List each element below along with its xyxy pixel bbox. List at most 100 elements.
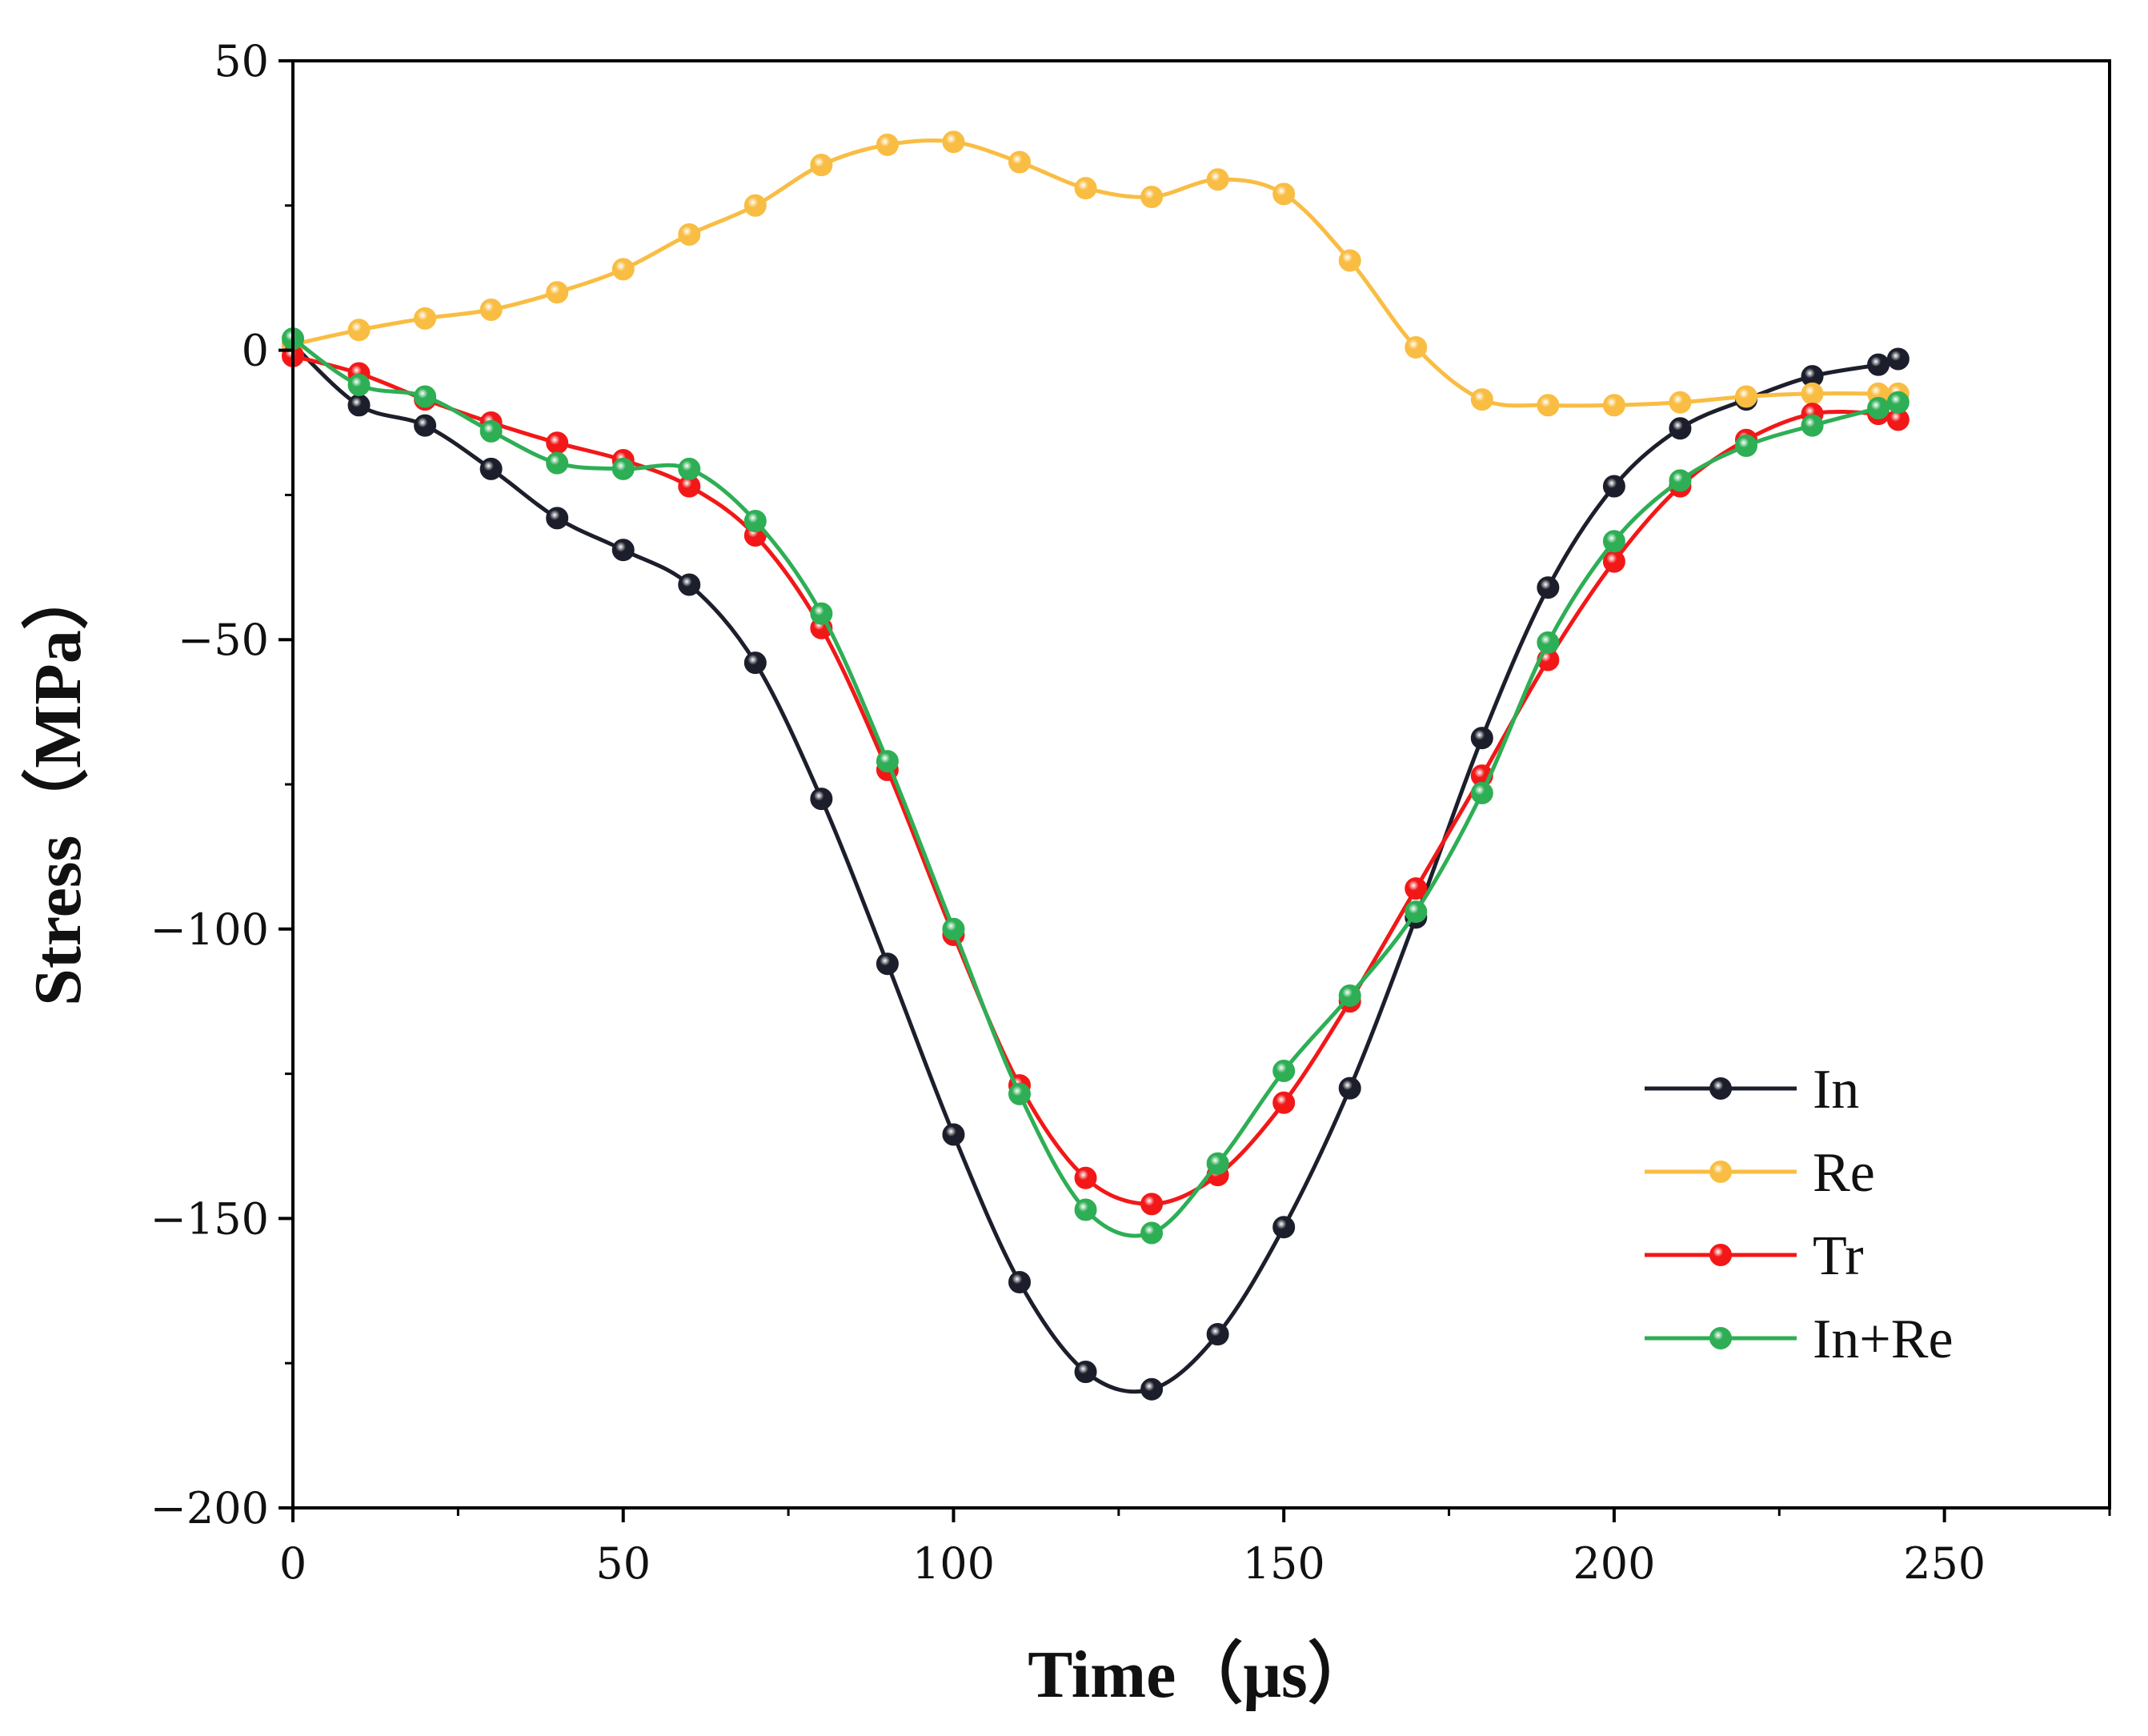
data-point-in bbox=[942, 1123, 965, 1146]
legend-label: In+Re bbox=[1813, 1309, 1954, 1370]
data-point-in-re bbox=[1074, 1198, 1097, 1221]
data-point-in bbox=[1008, 1270, 1031, 1293]
data-point-re bbox=[810, 154, 833, 177]
data-point-in bbox=[414, 414, 437, 437]
legend-item-tr: Tr bbox=[1645, 1225, 1864, 1287]
series-layer bbox=[282, 130, 1910, 1401]
data-point-tr bbox=[546, 431, 569, 455]
x-tick-label: 200 bbox=[1573, 1538, 1655, 1589]
series-line-in-re bbox=[291, 337, 1899, 1238]
data-point-in-re bbox=[1669, 469, 1692, 492]
legend-item-in: In bbox=[1645, 1059, 1859, 1121]
data-point-in-re bbox=[1867, 396, 1890, 419]
data-point-in-re bbox=[876, 750, 899, 773]
data-point-in-re bbox=[1405, 900, 1428, 924]
data-point-in-re bbox=[611, 457, 635, 480]
data-point-in-re bbox=[546, 451, 569, 475]
data-point-re bbox=[347, 319, 371, 342]
data-point-in-re bbox=[1272, 1059, 1296, 1082]
data-point-in bbox=[1338, 1076, 1361, 1100]
data-point-re bbox=[1206, 168, 1229, 191]
data-point-re bbox=[479, 298, 503, 321]
x-tick-label: 150 bbox=[1243, 1538, 1325, 1589]
data-point-re bbox=[1140, 185, 1164, 208]
series-tr bbox=[282, 344, 1910, 1216]
data-point-in-re bbox=[1801, 414, 1824, 437]
data-point-in-re bbox=[1886, 391, 1910, 414]
legend-swatch-marker bbox=[1709, 1327, 1732, 1349]
y-tick-label: 50 bbox=[214, 36, 269, 86]
y-axis-title: Stress（MPa） bbox=[21, 563, 95, 1006]
data-point-in bbox=[1272, 1216, 1296, 1239]
data-point-re bbox=[1537, 394, 1560, 417]
data-point-in-re bbox=[414, 385, 437, 408]
data-point-in bbox=[810, 788, 833, 811]
data-point-tr bbox=[1602, 550, 1625, 573]
data-point-re bbox=[1272, 182, 1296, 206]
data-point-tr bbox=[1074, 1166, 1097, 1189]
data-point-in bbox=[1074, 1361, 1097, 1384]
data-point-in bbox=[1602, 475, 1625, 498]
data-point-in bbox=[347, 394, 371, 417]
series-line-in bbox=[291, 343, 1899, 1394]
data-point-in-re bbox=[1602, 530, 1625, 553]
data-point-in-re bbox=[1338, 984, 1361, 1007]
legend-label: Re bbox=[1813, 1142, 1875, 1204]
data-point-in-re bbox=[942, 917, 965, 940]
data-point-in-re bbox=[479, 419, 503, 443]
data-point-re bbox=[1338, 249, 1361, 272]
legend-label: Tr bbox=[1813, 1225, 1864, 1287]
data-point-in-re bbox=[678, 457, 701, 480]
data-point-in bbox=[611, 539, 635, 562]
x-tick-label: 100 bbox=[912, 1538, 995, 1589]
legend-item-in-re: In+Re bbox=[1645, 1309, 1954, 1370]
legend-item-re: Re bbox=[1645, 1142, 1875, 1204]
data-point-in-re bbox=[810, 602, 833, 625]
data-point-in-re bbox=[347, 373, 371, 396]
plot-area-frame bbox=[291, 59, 2111, 1509]
data-point-in-re bbox=[1470, 781, 1493, 804]
data-point-re bbox=[1735, 385, 1757, 408]
x-tick-label: 0 bbox=[279, 1538, 307, 1589]
data-point-in-re bbox=[1008, 1082, 1031, 1105]
y-tick-label: −100 bbox=[150, 904, 269, 955]
data-point-re bbox=[414, 307, 437, 330]
data-point-in bbox=[1537, 576, 1560, 599]
y-tick-label: −50 bbox=[178, 615, 269, 665]
legend: In Re Tr In+Re bbox=[1645, 1059, 1954, 1370]
data-point-in-re bbox=[1537, 631, 1560, 654]
legend-swatch-marker bbox=[1709, 1077, 1732, 1100]
data-point-in bbox=[743, 652, 767, 675]
data-point-in bbox=[479, 457, 503, 480]
data-point-in-re bbox=[1206, 1152, 1229, 1175]
data-point-re bbox=[1801, 382, 1824, 405]
data-point-re bbox=[743, 194, 767, 217]
legend-swatch-marker bbox=[1709, 1244, 1732, 1266]
data-point-in bbox=[1867, 353, 1890, 376]
data-point-in bbox=[1470, 727, 1493, 750]
data-point-re bbox=[1602, 394, 1625, 417]
data-point-re bbox=[1008, 150, 1031, 174]
data-point-re bbox=[1405, 335, 1428, 359]
series-line-re bbox=[292, 138, 1898, 408]
data-point-re bbox=[1470, 388, 1493, 411]
data-point-re bbox=[1669, 391, 1692, 414]
data-point-re bbox=[611, 258, 635, 281]
data-point-in bbox=[678, 573, 701, 596]
data-point-re bbox=[546, 281, 569, 304]
series-in bbox=[282, 333, 1910, 1401]
data-point-in-re bbox=[1735, 434, 1757, 457]
x-axis-title: Time（μs） bbox=[1028, 1638, 1374, 1712]
data-point-in bbox=[546, 507, 569, 530]
data-point-in bbox=[1140, 1377, 1164, 1401]
x-tick-label: 50 bbox=[595, 1538, 651, 1589]
data-point-re bbox=[876, 133, 899, 156]
data-point-in-re bbox=[743, 509, 767, 532]
data-point-tr bbox=[1140, 1193, 1164, 1216]
data-point-tr bbox=[1272, 1091, 1296, 1114]
data-point-in bbox=[1886, 347, 1910, 371]
data-point-in bbox=[1669, 417, 1692, 440]
series-re bbox=[282, 130, 1910, 417]
